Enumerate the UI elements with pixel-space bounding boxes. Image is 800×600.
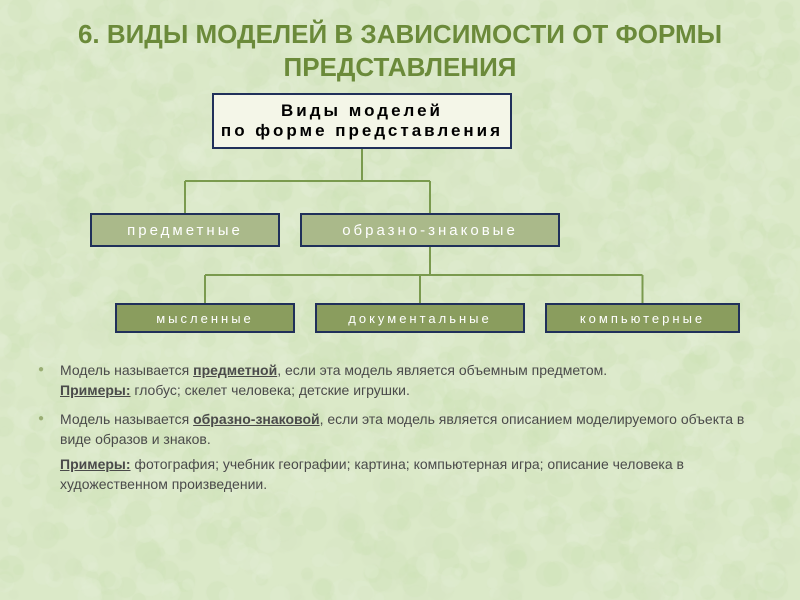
bullet2-pre: Модель называется (60, 411, 193, 427)
node-mysl: мысленные (115, 303, 295, 333)
bullet2-term: образно-знаковой (193, 411, 320, 427)
bullet2-examples: фотография; учебник географии; картина; … (60, 456, 684, 492)
bullet-item-1: Модель называется предметной, если эта м… (60, 361, 760, 400)
tree-diagram: Виды моделей по форме представления пред… (0, 93, 800, 357)
slide-content: 6. ВИДЫ МОДЕЛЕЙ В ЗАВИСИМОСТИ ОТ ФОРМЫ П… (0, 0, 800, 600)
node-root-line2: по форме представления (221, 121, 503, 141)
bullet1-term: предметной (193, 362, 277, 378)
bullet1-pre: Модель называется (60, 362, 193, 378)
bullet1-examples-label: Примеры: (60, 382, 131, 398)
slide-title: 6. ВИДЫ МОДЕЛЕЙ В ЗАВИСИМОСТИ ОТ ФОРМЫ П… (0, 0, 800, 83)
node-komp: компьютерные (545, 303, 740, 333)
node-root-line1: Виды моделей (281, 101, 443, 121)
node-doku: документальные (315, 303, 525, 333)
bullet2-examples-label: Примеры: (60, 456, 131, 472)
bullet1-examples: глобус; скелет человека; детские игрушки… (131, 382, 410, 398)
node-root: Виды моделей по форме представления (212, 93, 512, 149)
bullet-item-2: Модель называется образно-знаковой, если… (60, 410, 760, 494)
bullet1-post: , если эта модель является объемным пред… (277, 362, 607, 378)
node-predmet: предметные (90, 213, 280, 247)
bullet-list: Модель называется предметной, если эта м… (0, 357, 800, 495)
node-obrazno: образно-знаковые (300, 213, 560, 247)
